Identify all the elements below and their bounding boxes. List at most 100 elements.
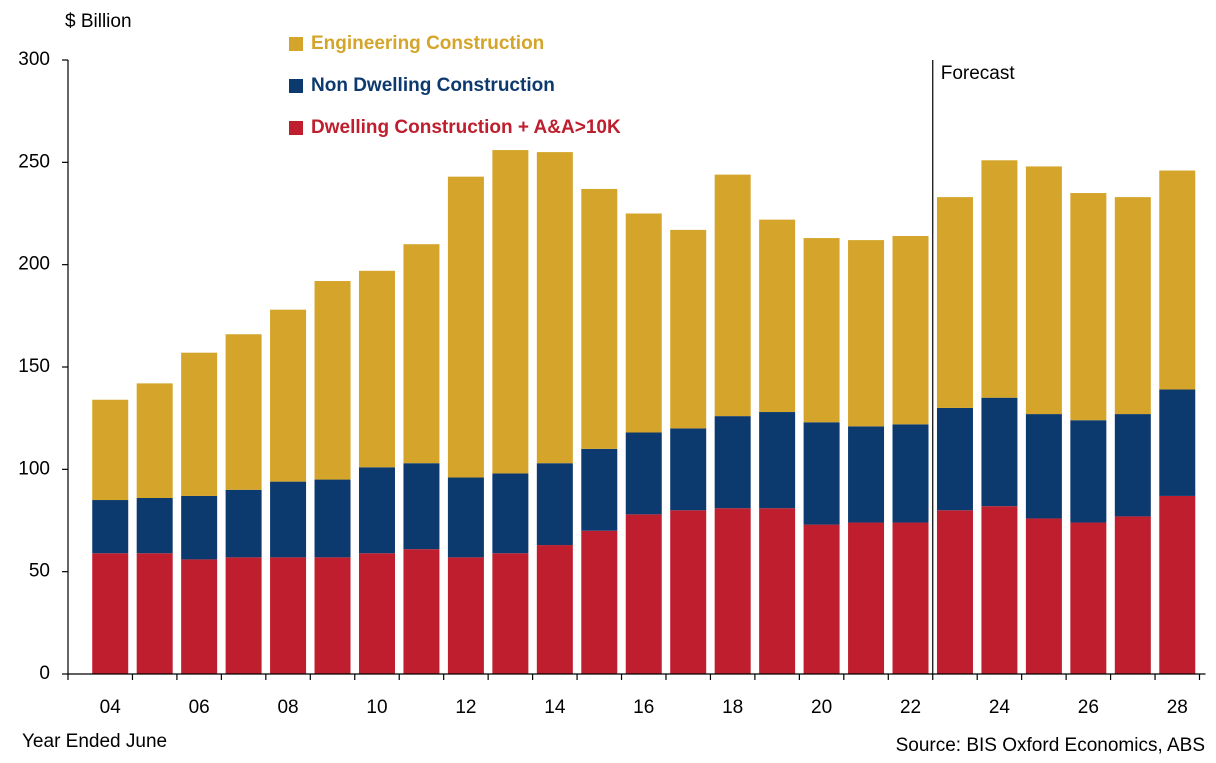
bar-segment (892, 236, 929, 425)
bar-segment (714, 174, 751, 417)
bar-segment (447, 477, 484, 558)
bar-segment (1025, 518, 1062, 674)
legend-swatch (289, 37, 303, 51)
bar-segment (848, 240, 885, 427)
legend-label: Engineering Construction (311, 33, 544, 54)
legend-swatch (289, 79, 303, 93)
bar-segment (358, 553, 395, 674)
bar-segment (759, 219, 796, 413)
bar-segment (92, 500, 129, 554)
x-tick-label: 20 (811, 697, 832, 718)
y-tick-label: 300 (18, 49, 50, 70)
forecast-label: Forecast (941, 63, 1016, 84)
x-tick-label: 22 (900, 697, 921, 718)
bar-segment (492, 473, 529, 554)
y-axis-label: $ Billion (65, 11, 132, 32)
x-tick-label: 10 (366, 697, 387, 718)
x-tick-label: 12 (455, 697, 476, 718)
y-tick-label: 100 (18, 458, 50, 479)
bar-segment (536, 152, 573, 464)
y-tick-label: 250 (18, 151, 50, 172)
bar-segment (403, 549, 440, 674)
bar-segment (892, 424, 929, 523)
x-tick-label: 28 (1167, 697, 1188, 718)
bar-segment (981, 397, 1018, 507)
bar-segment (892, 522, 929, 674)
x-tick-label: 08 (277, 697, 298, 718)
bar-segment (314, 557, 351, 674)
legend-swatch (289, 121, 303, 135)
bar-segment (936, 197, 973, 408)
bar-segment (581, 448, 618, 531)
bar-segment (314, 479, 351, 558)
bar-segment (270, 557, 307, 674)
bar-segment (670, 510, 707, 674)
bar-segment (1070, 420, 1107, 523)
bar-segment (225, 334, 262, 490)
bar-segment (270, 309, 307, 482)
bar-segment (1025, 414, 1062, 519)
bar-segment (492, 150, 529, 474)
bar-segment (225, 489, 262, 558)
bar-segment (936, 407, 973, 511)
bar-segment (1025, 166, 1062, 415)
bar-segment (759, 508, 796, 674)
bar-segment (536, 545, 573, 674)
bar-segment (136, 497, 173, 554)
bar-segment (270, 481, 307, 558)
bar-segment (803, 422, 840, 525)
bar-segment (92, 553, 129, 674)
bar-segment (1159, 495, 1196, 674)
x-tick-label: 26 (1078, 697, 1099, 718)
y-tick-label: 0 (39, 663, 50, 684)
bar-segment (225, 557, 262, 674)
bar-segment (1070, 522, 1107, 674)
x-tick-label: 06 (189, 697, 210, 718)
x-tick-label: 24 (989, 697, 1011, 718)
bar-segment (403, 463, 440, 550)
bar-segment (848, 426, 885, 523)
bar-segment (403, 244, 440, 464)
bar-segment (447, 557, 484, 674)
bar-segment (670, 229, 707, 429)
bar-segment (581, 530, 618, 674)
legend-label: Non Dwelling Construction (311, 75, 555, 96)
bar-segment (181, 495, 218, 560)
bar-segment (181, 559, 218, 674)
bar-segment (136, 383, 173, 498)
bar-segment (848, 522, 885, 674)
y-tick-label: 50 (29, 561, 50, 582)
x-tick-label: 14 (544, 697, 566, 718)
bar-segment (358, 467, 395, 554)
bar-segment (447, 176, 484, 478)
bar-segment (1159, 170, 1196, 390)
bar-segment (625, 213, 662, 433)
bar-segment (358, 270, 395, 468)
bar-segment (181, 352, 218, 496)
bar-segment (625, 514, 662, 674)
x-tick-label: 18 (722, 697, 743, 718)
bar-segment (136, 553, 173, 674)
bar-segment (803, 238, 840, 423)
bar-segment (981, 160, 1018, 398)
x-tick-label: 16 (633, 697, 654, 718)
bar-segment (759, 412, 796, 509)
bar-segment (92, 399, 129, 501)
bar-segment (1114, 516, 1151, 674)
bar-segment (1159, 389, 1196, 496)
bar-segment (492, 553, 529, 674)
bar-segment (670, 428, 707, 511)
bar-segment (581, 188, 618, 449)
bar-segment (803, 524, 840, 674)
x-tick-label: 04 (100, 697, 122, 718)
bar-segment (714, 508, 751, 674)
source: Source: BIS Oxford Economics, ABS (896, 735, 1205, 756)
x-axis-label: Year Ended June (22, 731, 167, 752)
bar-segment (936, 510, 973, 674)
bar-segment (314, 281, 351, 480)
bar-segment (1070, 193, 1107, 421)
bar-segment (536, 463, 573, 546)
bar-segment (981, 506, 1018, 674)
y-tick-label: 200 (18, 254, 50, 275)
